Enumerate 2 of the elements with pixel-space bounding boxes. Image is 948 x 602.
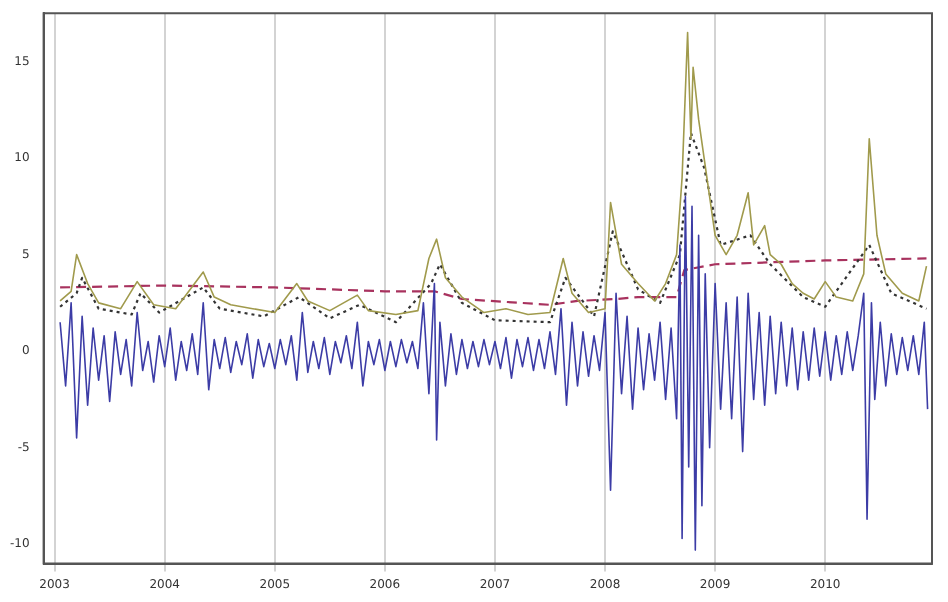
line-series	[59, 131, 928, 324]
line-series	[59, 257, 928, 306]
